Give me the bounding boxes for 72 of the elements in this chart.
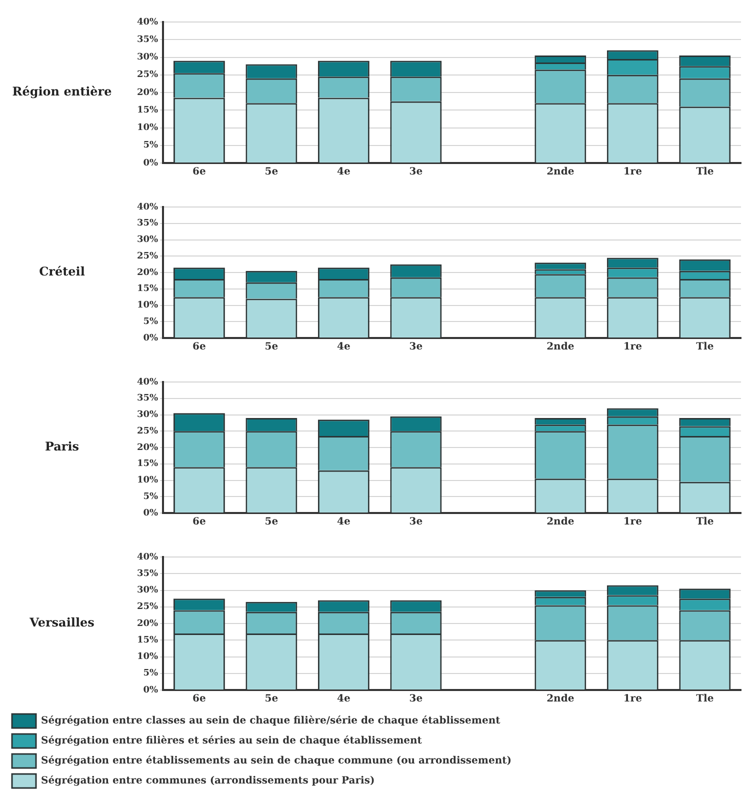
x-tick-label: 2nde — [546, 694, 574, 705]
y-tick-label: 25% — [137, 426, 159, 436]
y-tick-label: 5% — [143, 316, 159, 327]
x-tick-label: 6e — [192, 694, 206, 705]
x-tick-label: 5e — [264, 516, 278, 528]
y-tick-label: 10% — [137, 300, 159, 311]
y-tick-label: 0% — [143, 333, 159, 344]
x-tick-label: 2nde — [546, 516, 574, 528]
y-tick-label: 15% — [137, 105, 159, 116]
y-tick-label: 35% — [137, 34, 159, 45]
text: Versailles — [28, 616, 95, 630]
x-tick-label: 1re — [623, 694, 642, 705]
y-tick-label: 0% — [143, 685, 159, 696]
legend-label: Ségrégation entre classes au sein de chaque filière/série de chaque établissement — [41, 716, 501, 727]
x-tick-label: 2nde — [546, 342, 574, 353]
y-tick-label: 40% — [137, 377, 159, 388]
y-tick-label: 25% — [137, 602, 159, 612]
x-tick-label: 4e — [337, 342, 350, 353]
x-tick-label: 3e — [409, 516, 423, 528]
text: Créteil — [39, 264, 86, 279]
y-tick-label: 20% — [137, 268, 159, 278]
x-tick-label: 1re — [623, 342, 642, 353]
y-tick-label: 30% — [137, 586, 159, 596]
y-tick-label: 0% — [143, 158, 159, 168]
y-tick-label: 5% — [143, 492, 159, 502]
x-tick-label: 4e — [337, 516, 350, 528]
x-tick-label: Tle — [696, 166, 714, 178]
y-tick-label: 5% — [143, 140, 159, 151]
y-tick-label: 0% — [143, 508, 159, 518]
y-tick-label: 20% — [137, 442, 159, 453]
y-tick-label: 5% — [143, 668, 159, 679]
x-tick-label: 4e — [337, 694, 350, 705]
legend-label: Ségrégation entre communes (arrondissements pour Paris) — [41, 776, 375, 787]
y-tick-label: 35% — [137, 218, 159, 229]
x-tick-label: 5e — [264, 342, 278, 353]
y-tick-label: 20% — [137, 88, 159, 98]
y-tick-label: 10% — [137, 476, 159, 486]
y-tick-label: 30% — [137, 235, 159, 246]
y-tick-label: 35% — [137, 568, 159, 579]
y-tick-label: 30% — [137, 410, 159, 420]
y-tick-label: 15% — [137, 284, 159, 294]
text: Région entière — [12, 84, 112, 99]
x-tick-label: 1re — [623, 516, 642, 528]
x-tick-label: 3e — [409, 342, 423, 353]
y-tick-label: 25% — [137, 251, 159, 262]
x-tick-label: Tle — [696, 342, 714, 353]
x-tick-label: 4e — [337, 166, 350, 178]
x-tick-label: Tle — [696, 516, 714, 528]
x-tick-label: 5e — [264, 694, 278, 705]
y-tick-label: 20% — [137, 618, 159, 629]
legend-label: Ségrégation entre établissements au sein de chaque commune (ou arrondissement) — [41, 756, 512, 767]
x-tick-label: 5e — [264, 166, 278, 178]
y-tick-label: 10% — [137, 123, 159, 134]
x-tick-label: 3e — [409, 166, 423, 178]
x-tick-label: 6e — [192, 516, 206, 528]
x-tick-label: 6e — [192, 166, 206, 178]
x-tick-label: 2nde — [546, 166, 574, 178]
y-tick-label: 15% — [137, 635, 159, 646]
y-tick-label: 15% — [137, 459, 159, 470]
y-tick-label: 25% — [137, 70, 159, 80]
x-tick-label: Tle — [696, 694, 714, 705]
x-tick-label: 6e — [192, 342, 206, 353]
y-tick-label: 40% — [137, 552, 159, 562]
y-tick-label: 40% — [137, 202, 159, 212]
y-tick-label: 35% — [137, 394, 159, 404]
legend-label: Ségrégation entre filières et séries au sein de chaque établissement — [41, 736, 422, 747]
y-tick-label: 30% — [137, 52, 159, 63]
y-tick-label: 10% — [137, 652, 159, 662]
x-tick-label: 3e — [409, 694, 423, 705]
x-tick-label: 1re — [623, 166, 642, 178]
text: Paris — [44, 440, 80, 454]
y-tick-label: 40% — [137, 17, 159, 28]
